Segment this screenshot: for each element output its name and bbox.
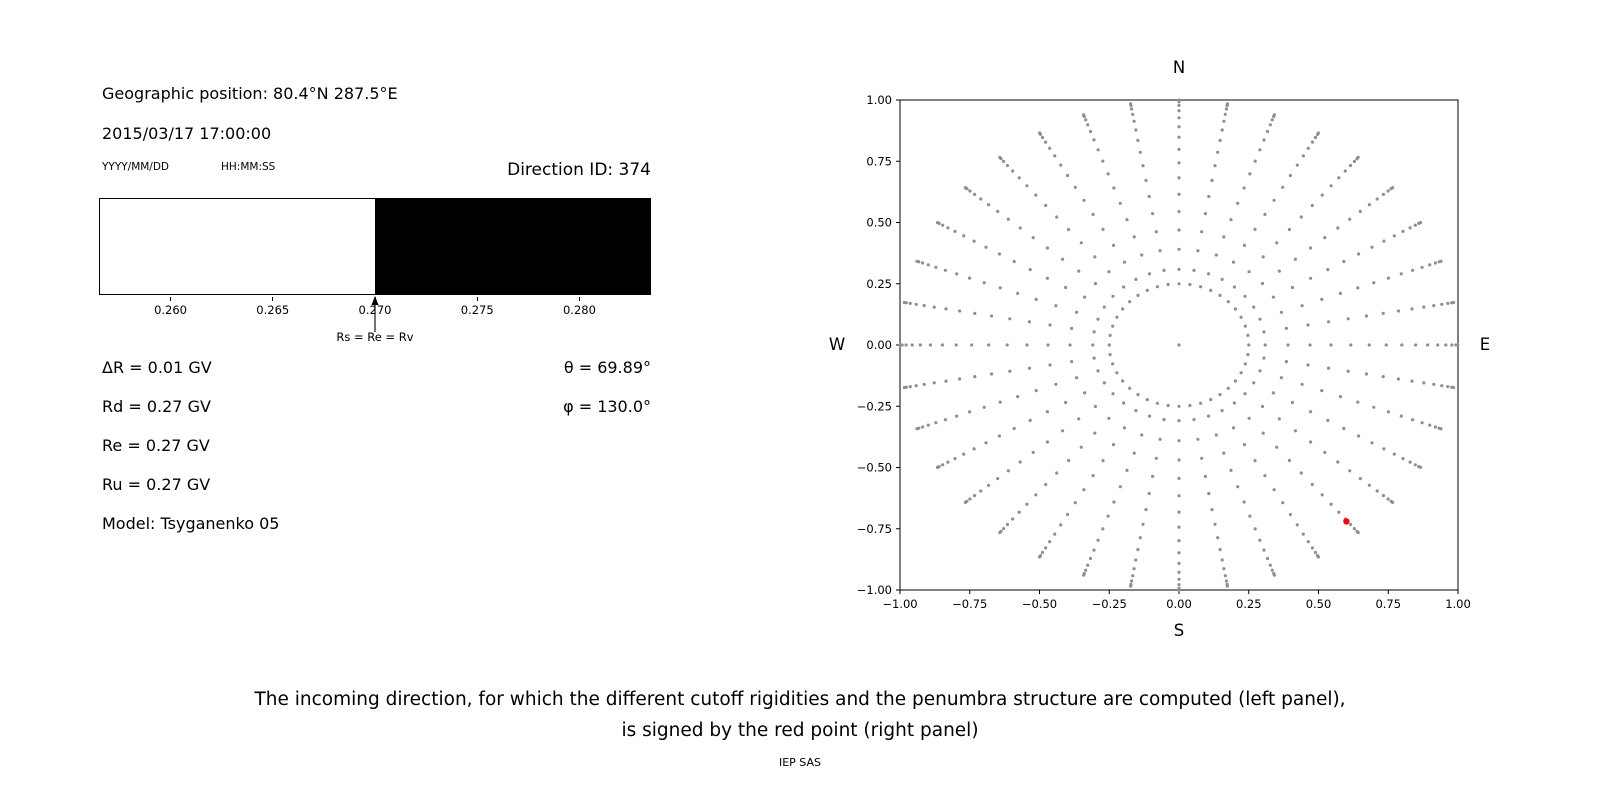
x-tick-label: 0.00 <box>1166 597 1192 611</box>
compass-north-label: N <box>1172 58 1186 77</box>
credit-label: IEP SAS <box>778 756 822 769</box>
ru-value: Ru = 0.27 GV <box>102 475 211 494</box>
y-tick-label: 0.00 <box>866 338 892 352</box>
y-tick-label: −0.50 <box>857 461 892 475</box>
time-format-label: HH:MM:SS <box>221 161 276 173</box>
y-tick-label: 0.75 <box>866 154 892 168</box>
geographic-position-label: Geographic position: 80.4°N 287.5°E <box>102 84 398 103</box>
x-tick-label: −1.00 <box>882 597 917 611</box>
x-tick-label: 0.75 <box>1375 597 1401 611</box>
direction-id-label: Direction ID: 374 <box>507 160 651 180</box>
caption-line-1: The incoming direction, for which the di… <box>254 689 1346 710</box>
direction-scatter-plot: −1.00 −0.75 −0.50 −0.25 0.00 0.25 0.50 0.75 1.00… <box>857 93 1471 611</box>
red-point <box>1343 518 1350 525</box>
cutoff-arrow-icon <box>371 296 379 332</box>
y-tick-label: 0.25 <box>866 277 892 291</box>
date-format-label: YYYY/MM/DD <box>102 161 170 173</box>
y-tick-label: 1.00 <box>866 93 892 107</box>
delta-r-value: ΔR = 0.01 GV <box>102 358 212 377</box>
y-tick-label: −1.00 <box>857 583 892 597</box>
penumbra-x-axis: 0.260 0.265 0.270 0.275 0.280 <box>99 297 651 327</box>
x-tick-label: −0.25 <box>1092 597 1127 611</box>
x-tick-label: 1.00 <box>1445 597 1471 611</box>
penumbra-bar-chart <box>99 198 651 295</box>
y-tick-label: 0.50 <box>866 216 892 230</box>
x-tick-label: 0.50 <box>1306 597 1332 611</box>
x-tick-label: −0.75 <box>952 597 987 611</box>
scatter-points <box>898 98 1460 592</box>
y-tick-label: −0.25 <box>857 399 892 413</box>
penumbra-tick-label: 0.275 <box>460 303 494 317</box>
penumbra-tick <box>476 297 478 301</box>
compass-south-label: S <box>1173 621 1185 640</box>
penumbra-tick-label: 0.265 <box>256 303 290 317</box>
compass-east-label: E <box>1479 335 1491 354</box>
penumbra-tick <box>272 297 274 301</box>
rd-value: Rd = 0.27 GV <box>102 397 211 416</box>
penumbra-white-segment <box>100 199 375 294</box>
caption-line-2: is signed by the red point (right panel) <box>621 720 979 741</box>
penumbra-tick-label: 0.260 <box>154 303 188 317</box>
phi-value: φ = 130.0° <box>563 397 651 416</box>
x-tick-label: −0.50 <box>1022 597 1057 611</box>
datetime-label: 2015/03/17 17:00:00 <box>102 124 272 143</box>
x-tick-label: 0.25 <box>1236 597 1262 611</box>
model-label: Model: Tsyganenko 05 <box>102 514 280 533</box>
penumbra-black-segment <box>375 199 650 294</box>
y-tick-label: −0.75 <box>857 522 892 536</box>
theta-value: θ = 69.89° <box>563 358 651 377</box>
penumbra-tick-label: 0.280 <box>562 303 596 317</box>
cutoff-arrow-label: Rs = Re = Rv <box>336 330 414 344</box>
penumbra-tick <box>170 297 172 301</box>
compass-west-label: W <box>828 335 846 354</box>
re-value: Re = 0.27 GV <box>102 436 210 455</box>
penumbra-tick <box>578 297 580 301</box>
